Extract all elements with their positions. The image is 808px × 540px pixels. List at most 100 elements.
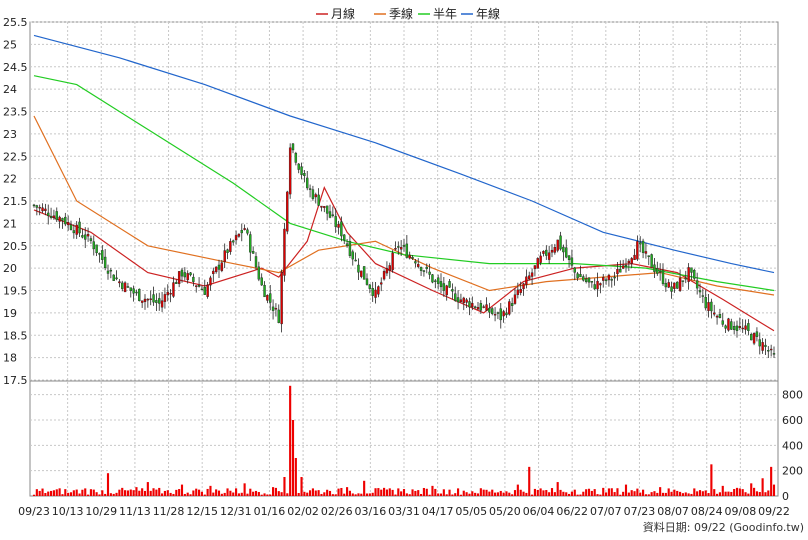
volume-bar (368, 493, 371, 496)
volume-bar (98, 494, 101, 496)
volume-bar (570, 491, 573, 496)
candle-body (47, 212, 50, 217)
volume-bar (533, 488, 536, 496)
volume-bar (115, 492, 118, 496)
candle-body (106, 270, 110, 274)
candle-body (610, 279, 613, 281)
volume-bar (357, 493, 360, 496)
volume-bar (701, 491, 704, 496)
volume-bar (149, 490, 152, 496)
volume-bar (371, 492, 374, 496)
candle-body (254, 256, 258, 268)
candle-body (624, 264, 628, 268)
volume-bar (562, 491, 565, 496)
candle-body (118, 281, 121, 284)
volume-bar (383, 487, 386, 496)
volume-bar (323, 492, 326, 496)
price-tick-label-11: 23 (3, 128, 17, 141)
candle-body (596, 280, 599, 290)
volume-bar (328, 490, 332, 496)
volume-bar (661, 492, 665, 496)
volume-bar (75, 489, 78, 496)
volume-bar (451, 494, 454, 496)
candle-body (177, 271, 181, 284)
volume-bar (317, 490, 320, 496)
candle-body (49, 216, 53, 218)
candle-body (408, 254, 411, 259)
volume-bar (394, 494, 397, 496)
candle-body (582, 276, 585, 281)
candle-body (146, 298, 150, 301)
volume-bar (269, 494, 272, 496)
volume-bar (81, 489, 84, 496)
candle-body (32, 204, 36, 207)
moving-average-lines (33, 34, 775, 332)
x-tick-label-12: 04/17 (422, 505, 454, 518)
volume-bar (169, 492, 172, 496)
volume-bar (235, 488, 238, 496)
legend-label-year: 年線 (476, 6, 500, 21)
volume-bar (587, 488, 591, 496)
candle-body (115, 277, 118, 280)
volume-bar (627, 492, 630, 496)
volume-bar (32, 494, 36, 496)
volume-bar (553, 492, 556, 496)
volume-bar (58, 488, 61, 496)
volume-bar (203, 494, 206, 496)
volume-bar (124, 490, 127, 496)
volume-bar (548, 492, 551, 496)
x-tick-label-22: 09/22 (758, 505, 790, 518)
volume-bar (727, 491, 730, 496)
volume-bar (44, 493, 47, 496)
volume-bar (465, 492, 468, 496)
volume-bar (476, 493, 480, 496)
candle-body (232, 240, 235, 243)
candle-body (681, 280, 685, 282)
volume-bar (257, 492, 260, 496)
candle-body (690, 267, 693, 273)
volume-bar (200, 491, 203, 496)
volume-bar (693, 488, 696, 496)
volume-bar (437, 493, 440, 496)
x-tick-label-0: 09/23 (18, 505, 50, 518)
volume-bar (303, 491, 306, 496)
volume-bar (681, 493, 684, 496)
volume-tick-label-2: 400 (782, 439, 803, 452)
candle-body (266, 294, 269, 301)
candle-body (488, 307, 491, 313)
candle-body (570, 257, 574, 266)
candle-body (172, 282, 175, 297)
volume-bar (67, 492, 70, 496)
candle-body (308, 188, 312, 190)
candle-body (525, 276, 528, 285)
volume-bar (613, 492, 616, 496)
candle-body (661, 269, 665, 285)
volume-bar (616, 488, 619, 496)
volume-bar (528, 466, 531, 496)
volume-bar (385, 489, 388, 496)
candle-body (192, 276, 195, 282)
volume-bar (590, 490, 593, 496)
volume-bar (525, 492, 528, 496)
candle-body (758, 339, 761, 347)
candle-body (66, 222, 70, 226)
volume-bar (522, 491, 525, 496)
candle-body (752, 333, 756, 344)
x-tick-label-16: 06/22 (556, 505, 588, 518)
candle-body (38, 206, 41, 209)
volume-bar (192, 490, 195, 496)
candle-body (562, 246, 565, 253)
volume-bar (550, 488, 554, 496)
volume-bar (84, 488, 87, 496)
volume-bar (226, 488, 229, 496)
volume-bar (565, 492, 568, 496)
candle-body (451, 289, 454, 292)
candle-body (343, 234, 346, 241)
volume-bar (462, 490, 465, 496)
volume-bar (707, 493, 710, 496)
volume-bar (408, 494, 411, 496)
volume-bar (286, 493, 289, 496)
candle-body (425, 266, 428, 269)
volume-bar (434, 488, 437, 496)
volume-bar (516, 484, 519, 496)
